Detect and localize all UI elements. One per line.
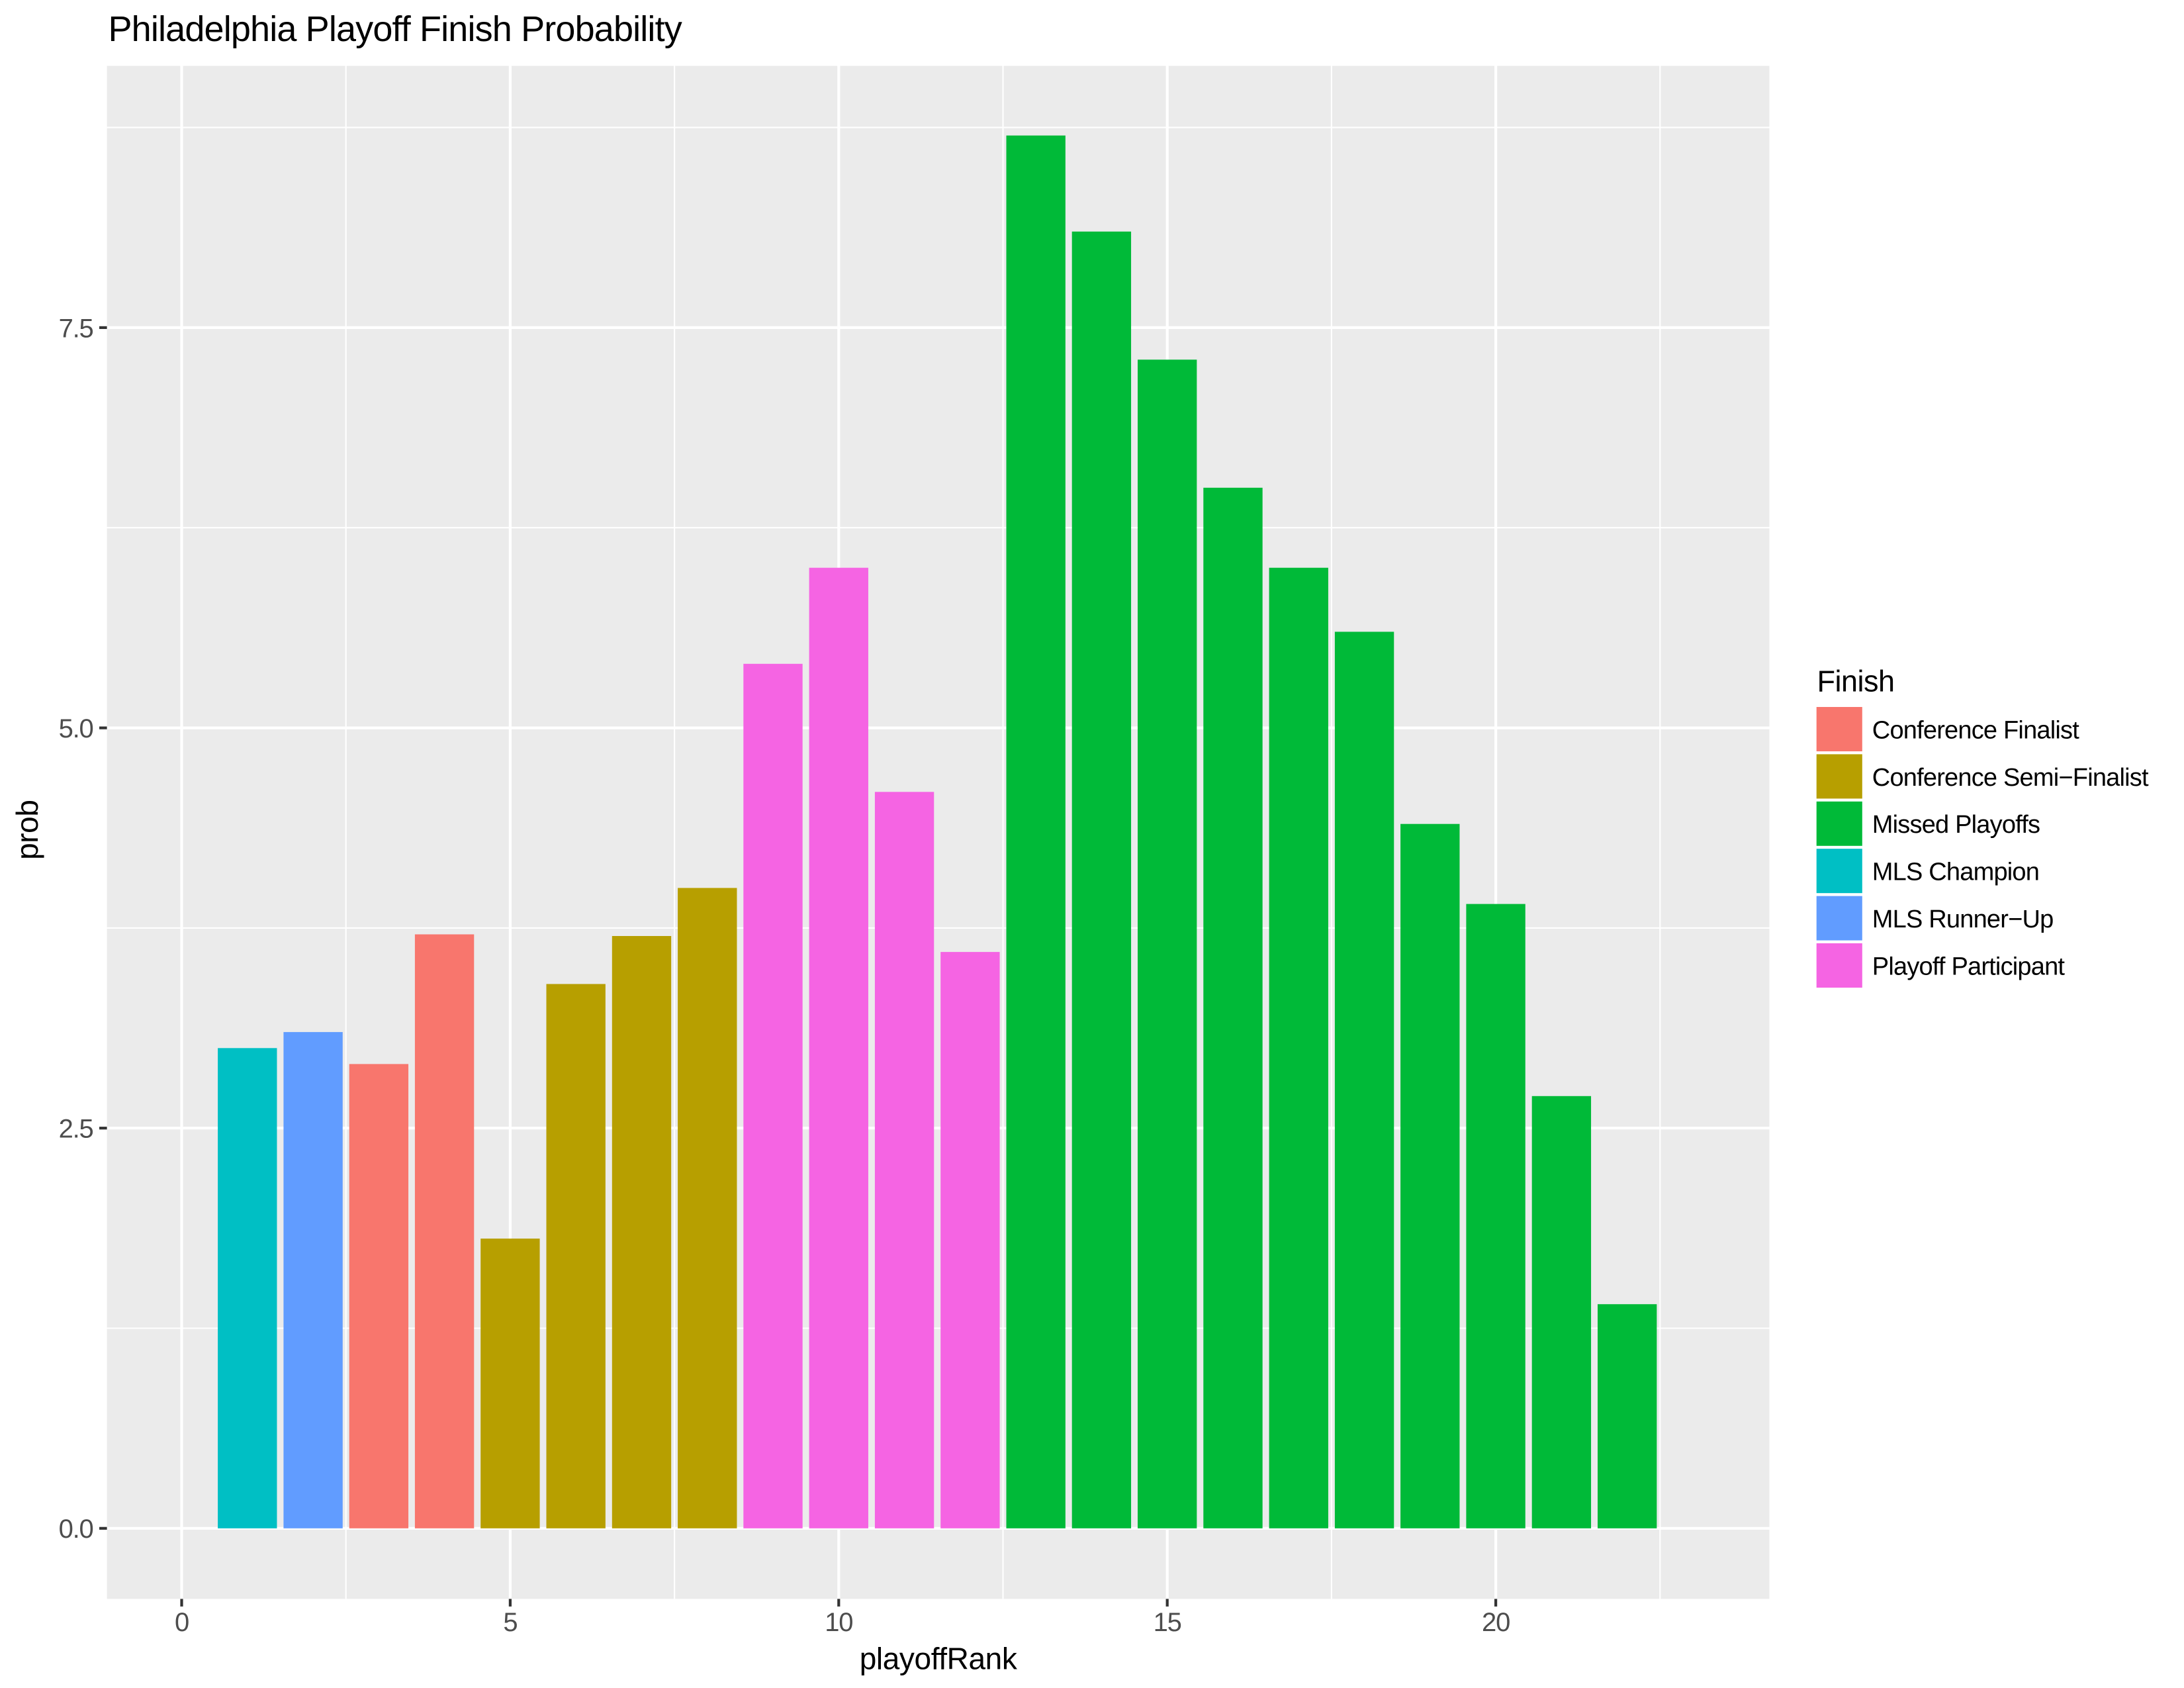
svg-text:MLS Champion: MLS Champion [1872,859,2039,886]
svg-text:0: 0 [175,1608,189,1637]
svg-text:7.5: 7.5 [59,314,93,343]
svg-text:2.5: 2.5 [59,1115,93,1144]
svg-text:15: 15 [1154,1608,1181,1637]
svg-text:0.0: 0.0 [59,1515,93,1544]
svg-text:Conference Semi−Finalist: Conference Semi−Finalist [1872,764,2149,792]
svg-text:MLS Runner−Up: MLS Runner−Up [1872,906,2054,933]
svg-text:Missed Playoffs: Missed Playoffs [1872,811,2040,839]
svg-text:20: 20 [1482,1608,1510,1637]
svg-text:Philadelphia Playoff Finish Pr: Philadelphia Playoff Finish Probability [109,9,682,49]
svg-text:Playoff Participant: Playoff Participant [1872,953,2066,980]
svg-text:5: 5 [503,1608,517,1637]
svg-text:prob: prob [10,800,44,859]
svg-text:Finish: Finish [1817,665,1895,698]
svg-text:playoffRank: playoffRank [860,1641,1018,1675]
svg-text:5.0: 5.0 [59,714,93,743]
svg-text:10: 10 [825,1608,852,1637]
svg-text:Conference Finalist: Conference Finalist [1872,716,2079,744]
